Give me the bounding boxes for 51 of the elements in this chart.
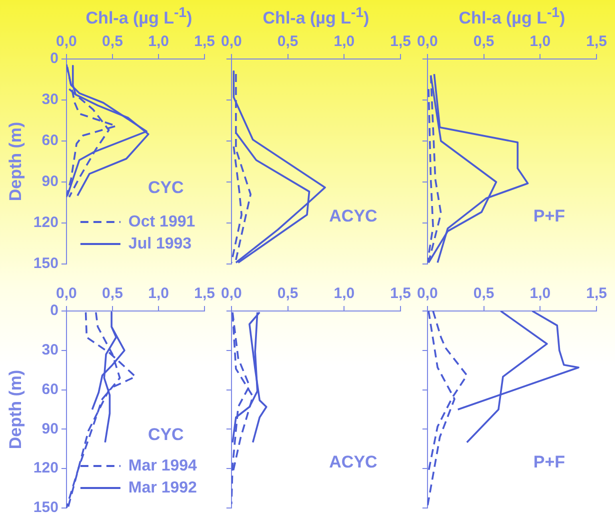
annotation: P+F (533, 206, 566, 226)
x-tick-label: 1,5 (586, 285, 608, 302)
x-tick-label: 0,5 (473, 285, 494, 302)
y-tick-label: 150 (33, 499, 58, 516)
y-tick-label: 120 (33, 460, 58, 477)
x-tick-label: 1,5 (586, 33, 608, 50)
legend-label: Oct 1991 (128, 213, 196, 230)
legend-label: Mar 1994 (128, 457, 198, 474)
y-tick-label: 30 (42, 342, 58, 359)
x-axis-title: Chl-a (µg L$^{-1}$) (84, 4, 194, 30)
annotation: P+F (533, 452, 566, 472)
x-tick-label: 1,5 (390, 285, 412, 302)
x-tick-label: 0,0 (416, 33, 438, 50)
legend-label: Mar 1992 (128, 479, 198, 496)
annotation: ACYC (329, 452, 378, 472)
x-tick-label: 0,0 (220, 285, 242, 302)
y-tick-label: 60 (42, 380, 58, 398)
x-tick-label: 0,0 (416, 285, 438, 302)
y-tick-label: 60 (42, 132, 58, 150)
y-axis-title: Depth (m) (6, 122, 25, 202)
annotation: CYC (148, 424, 184, 444)
y-tick-label: 120 (33, 214, 58, 232)
x-tick-label: 0,0 (220, 33, 242, 50)
y-tick-label: 90 (42, 173, 58, 190)
legend-label: Jul 1993 (128, 235, 192, 252)
x-tick-label: 1,0 (530, 33, 551, 50)
x-tick-label: 1,0 (334, 33, 355, 50)
y-tick-label: 150 (33, 255, 58, 272)
y-tick-label: 0 (50, 50, 58, 68)
x-tick-label: 0,5 (473, 33, 494, 50)
x-tick-label: 0,5 (102, 285, 123, 302)
x-tick-label: 0,5 (277, 33, 298, 50)
y-tick-label: 0 (50, 302, 58, 320)
y-axis-title: Depth (m) (6, 370, 25, 450)
x-tick-label: 1,5 (194, 285, 216, 302)
x-tick-label: 0,5 (277, 285, 298, 302)
annotation: ACYC (329, 206, 378, 226)
annotation: CYC (148, 178, 184, 197)
x-tick-label: 1,0 (530, 285, 551, 302)
x-tick-label: 0,5 (102, 33, 123, 50)
x-tick-label: 1,0 (334, 285, 355, 302)
x-axis-title: Chl-a (µg L$^{-1}$) (262, 4, 370, 30)
x-tick-label: 0,0 (56, 33, 77, 50)
x-tick-label: 1,0 (148, 33, 169, 50)
y-tick-label: 90 (42, 420, 58, 438)
x-tick-label: 1,0 (148, 285, 169, 302)
x-tick-label: 1,5 (390, 33, 412, 50)
y-tick-label: 30 (42, 91, 58, 108)
x-tick-label: 1,5 (194, 33, 216, 50)
x-tick-label: 0,0 (56, 285, 77, 302)
x-axis-title: Chl-a (µg L$^{-1}$) (458, 4, 566, 30)
